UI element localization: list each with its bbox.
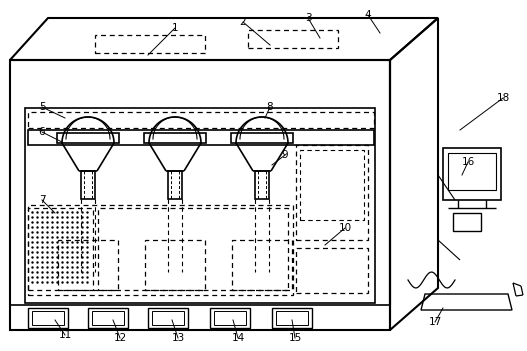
Bar — [296, 248, 368, 293]
Bar — [152, 311, 184, 325]
Bar — [210, 308, 250, 328]
Bar — [248, 30, 338, 48]
Bar — [144, 133, 206, 143]
Text: 10: 10 — [338, 223, 352, 233]
Bar — [81, 171, 95, 199]
Text: 2: 2 — [240, 17, 246, 27]
Text: 16: 16 — [461, 157, 475, 167]
Bar — [28, 130, 374, 145]
Text: 14: 14 — [231, 333, 245, 343]
Bar — [272, 308, 312, 328]
Text: 5: 5 — [38, 102, 45, 112]
Bar — [214, 311, 246, 325]
Bar — [10, 305, 390, 330]
Text: 6: 6 — [38, 127, 45, 137]
Text: 1: 1 — [172, 23, 178, 33]
Bar — [255, 171, 269, 199]
Bar — [98, 208, 288, 290]
Text: 4: 4 — [365, 10, 372, 20]
Bar — [25, 108, 375, 303]
Text: 17: 17 — [428, 317, 442, 327]
Bar — [95, 35, 205, 53]
Bar — [148, 308, 188, 328]
Bar — [28, 112, 374, 128]
Bar — [453, 213, 481, 231]
Text: 7: 7 — [38, 195, 45, 205]
Bar — [58, 240, 118, 290]
Bar — [32, 311, 64, 325]
Bar — [28, 205, 293, 295]
Text: 3: 3 — [305, 13, 311, 23]
Bar — [296, 145, 368, 240]
Bar — [231, 133, 293, 143]
Bar — [168, 171, 182, 199]
Bar — [28, 308, 68, 328]
Text: 8: 8 — [267, 102, 274, 112]
Bar — [448, 153, 496, 190]
Bar — [92, 311, 124, 325]
Text: 12: 12 — [113, 333, 126, 343]
Text: 13: 13 — [171, 333, 184, 343]
Bar — [232, 240, 292, 290]
Text: 15: 15 — [288, 333, 301, 343]
Text: 18: 18 — [496, 93, 510, 103]
Bar — [300, 150, 364, 220]
Bar — [10, 60, 390, 330]
Bar — [57, 133, 119, 143]
Text: 11: 11 — [58, 330, 72, 340]
Bar — [88, 308, 128, 328]
Bar — [145, 240, 205, 290]
Bar — [276, 311, 308, 325]
Bar — [28, 208, 93, 290]
Text: 9: 9 — [282, 150, 288, 160]
Bar — [443, 148, 501, 200]
